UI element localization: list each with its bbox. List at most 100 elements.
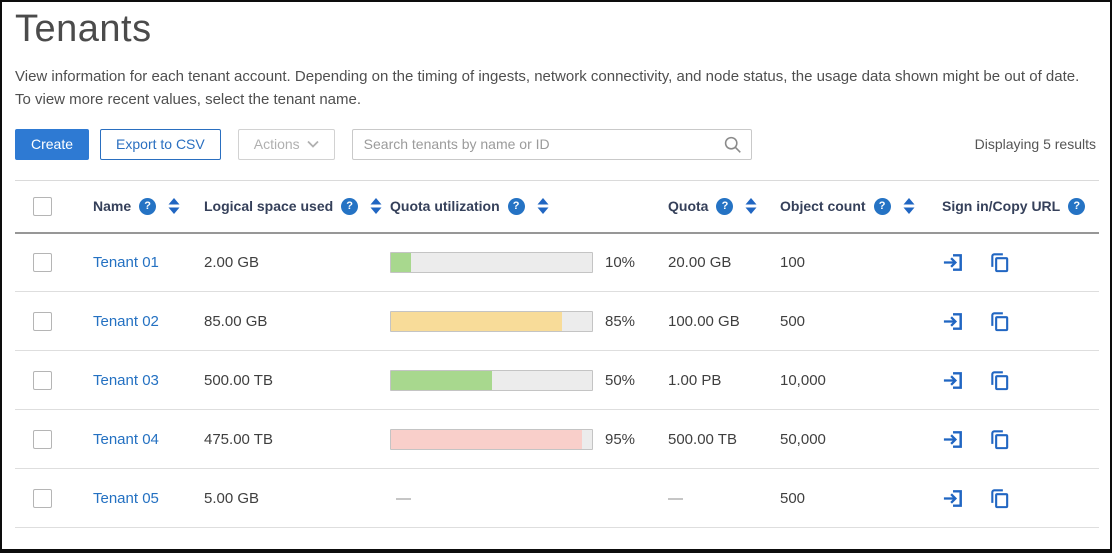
utilization-bar-fill — [391, 252, 412, 272]
copy-url-button[interactable] — [988, 251, 1011, 274]
utilization-bar — [390, 251, 593, 273]
copy-url-button[interactable] — [988, 487, 1011, 510]
utilization-label: — — [396, 489, 411, 507]
row-checkbox[interactable] — [33, 252, 52, 272]
row-checkbox[interactable] — [33, 370, 52, 390]
search-input[interactable] — [351, 128, 752, 160]
page-title: Tenants — [15, 8, 152, 50]
help-icon[interactable]: ? — [341, 197, 359, 215]
column-header-sign-in-copy-url: Sign in/Copy URL — [942, 198, 1061, 215]
toolbar: Create Export to CSV Actions Displaying … — [15, 128, 1097, 160]
sort-icon — [745, 198, 757, 215]
sort-icon — [168, 198, 180, 215]
row-checkbox[interactable] — [33, 488, 52, 508]
page-description: View information for each tenant account… — [15, 65, 1097, 111]
logical-space-value: 85.00 GB — [204, 312, 268, 330]
tenant-link[interactable]: Tenant 05 — [93, 489, 159, 507]
copy-icon — [991, 311, 1009, 331]
help-icon[interactable]: ? — [139, 197, 157, 215]
sign-in-button[interactable] — [942, 369, 965, 392]
utilization-bar — [390, 310, 593, 332]
sort-button-logical-space[interactable] — [366, 198, 382, 215]
utilization-bar-fill — [391, 429, 582, 449]
copy-url-button[interactable] — [988, 428, 1011, 451]
select-all-checkbox[interactable] — [33, 196, 52, 216]
column-header-name: Name — [93, 198, 132, 215]
object-count-value: 50,000 — [780, 430, 826, 448]
page-description-line2: To view more recent values, select the t… — [15, 91, 362, 108]
table-row: Tenant 02 85.00 GB 85% 100.00 GB 500 — [15, 292, 1099, 351]
utilization-label: 50% — [605, 371, 636, 389]
sort-button-object-count[interactable] — [899, 198, 915, 215]
sign-in-button[interactable] — [942, 428, 965, 451]
utilization-bar-fill — [391, 311, 562, 331]
column-header-quota: Quota — [668, 198, 709, 215]
copy-icon — [991, 429, 1009, 449]
search-box — [351, 128, 752, 160]
utilization-label: 10% — [605, 253, 636, 271]
sort-button-quota[interactable] — [741, 198, 757, 215]
utilization-label: 85% — [605, 312, 636, 330]
copy-url-button[interactable] — [988, 310, 1011, 333]
quota-value: 20.00 GB — [668, 253, 732, 271]
page-description-line1: View information for each tenant account… — [15, 68, 1080, 85]
tenant-link[interactable]: Tenant 03 — [93, 371, 159, 389]
actions-button[interactable]: Actions — [237, 128, 335, 160]
utilization-bar-fill — [391, 370, 492, 390]
tenants-table: Name ? Logical space used ? Quota utiliz… — [15, 180, 1099, 528]
sort-icon — [537, 198, 549, 215]
table-row: Tenant 03 500.00 TB 50% 1.00 PB 10,000 — [15, 351, 1099, 410]
logical-space-value: 5.00 GB — [204, 489, 260, 507]
help-icon[interactable]: ? — [1068, 197, 1086, 215]
help-icon[interactable]: ? — [873, 197, 891, 215]
quota-value: 100.00 GB — [668, 312, 740, 330]
tenant-link[interactable]: Tenant 02 — [93, 312, 159, 330]
logical-space-value: 500.00 TB — [204, 371, 273, 389]
table-row: Tenant 01 2.00 GB 10% 20.00 GB 100 — [15, 233, 1099, 292]
utilization-bar — [390, 369, 593, 391]
sort-icon — [370, 198, 382, 215]
actions-button-label: Actions — [253, 136, 300, 152]
results-count: Displaying 5 results — [974, 136, 1096, 152]
copy-icon — [991, 253, 1009, 272]
quota-value: 1.00 PB — [668, 371, 722, 389]
create-button[interactable]: Create — [15, 128, 90, 160]
object-count-value: 500 — [780, 489, 806, 507]
sign-in-button[interactable] — [942, 487, 965, 510]
object-count-value: 500 — [780, 312, 806, 330]
search-icon[interactable] — [723, 135, 742, 154]
copy-icon — [991, 488, 1009, 508]
utilization-bar — [390, 428, 593, 450]
help-icon[interactable]: ? — [716, 197, 734, 215]
sign-in-button[interactable] — [942, 310, 965, 333]
tenant-link[interactable]: Tenant 01 — [93, 253, 159, 271]
sign-in-icon — [942, 430, 962, 448]
utilization-label: 95% — [605, 430, 636, 448]
column-header-object-count: Object count — [780, 198, 866, 215]
table-row: Tenant 04 475.00 TB 95% 500.00 TB 50,000 — [15, 410, 1099, 469]
sign-in-button[interactable] — [942, 251, 965, 274]
logical-space-value: 475.00 TB — [204, 430, 273, 448]
sign-in-icon — [942, 489, 962, 507]
sort-button-name[interactable] — [164, 198, 180, 215]
sort-button-quota-utilization[interactable] — [533, 198, 549, 215]
sign-in-icon — [942, 253, 962, 271]
column-header-quota-utilization: Quota utilization — [390, 198, 500, 215]
column-header-logical-space: Logical space used — [204, 198, 334, 215]
sign-in-icon — [942, 312, 962, 330]
export-csv-button[interactable]: Export to CSV — [100, 128, 221, 160]
table-header-row: Name ? Logical space used ? Quota utiliz… — [15, 180, 1099, 233]
copy-url-button[interactable] — [988, 369, 1011, 392]
sign-in-icon — [942, 371, 962, 389]
help-icon[interactable]: ? — [507, 197, 525, 215]
table-row: Tenant 05 5.00 GB — — 500 — [15, 469, 1099, 528]
quota-value: — — [668, 489, 683, 507]
object-count-value: 100 — [780, 253, 806, 271]
chevron-down-icon — [307, 140, 319, 148]
logical-space-value: 2.00 GB — [204, 253, 260, 271]
object-count-value: 10,000 — [780, 371, 826, 389]
copy-icon — [991, 370, 1009, 390]
tenant-link[interactable]: Tenant 04 — [93, 430, 159, 448]
row-checkbox[interactable] — [33, 311, 52, 331]
row-checkbox[interactable] — [33, 429, 52, 449]
